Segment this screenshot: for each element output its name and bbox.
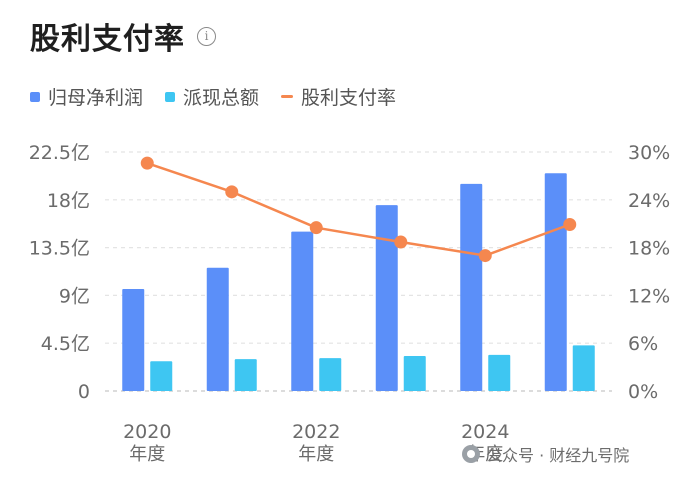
x-tick-label-unit: 年度 bbox=[129, 444, 165, 465]
y-tick-label-left: 18亿 bbox=[47, 190, 90, 212]
legend-line-swatch bbox=[281, 95, 294, 98]
point-payout-ratio bbox=[309, 221, 323, 235]
bar-net-profit bbox=[206, 267, 229, 391]
y-tick-label-right: 0% bbox=[628, 381, 658, 403]
y-tick-label-left: 9亿 bbox=[59, 285, 90, 307]
info-icon[interactable]: i bbox=[197, 26, 216, 46]
bar-dividend-total bbox=[572, 345, 595, 391]
point-payout-ratio bbox=[563, 217, 577, 231]
legend-label: 股利支付率 bbox=[301, 87, 397, 109]
y-tick-label-right: 6% bbox=[628, 333, 658, 355]
point-payout-ratio bbox=[140, 156, 154, 170]
point-payout-ratio bbox=[478, 249, 492, 263]
bar-net-profit bbox=[544, 173, 567, 391]
y-tick-label-left: 0 bbox=[78, 381, 90, 403]
y-tick-label-left: 13.5亿 bbox=[29, 238, 90, 260]
point-payout-ratio bbox=[394, 235, 408, 249]
bar-dividend-total bbox=[488, 354, 511, 391]
bar-dividend-total bbox=[234, 359, 257, 391]
x-tick-label-unit: 年度 bbox=[298, 444, 334, 465]
chart-header: 股利支付率 i bbox=[30, 14, 216, 58]
y-tick-label-right: 18% bbox=[628, 238, 670, 260]
chart-title: 股利支付率 bbox=[30, 22, 185, 57]
legend-item-net-profit[interactable]: 归母净利润 bbox=[30, 83, 143, 110]
line-payout-ratio bbox=[146, 161, 571, 257]
bar-dividend-total bbox=[319, 358, 342, 391]
legend-item-payout-ratio[interactable]: 股利支付率 bbox=[281, 83, 396, 110]
y-tick-label-right: 30% bbox=[628, 142, 670, 164]
bar-net-profit bbox=[122, 289, 145, 391]
legend-label: 归母净利润 bbox=[48, 87, 144, 109]
bar-net-profit bbox=[291, 231, 314, 391]
y-tick-label-left: 4.5亿 bbox=[41, 333, 90, 355]
watermark: 公众号 · 财经九号院 bbox=[462, 442, 629, 466]
chart-legend: 归母净利润 派现总额 股利支付率 bbox=[30, 83, 418, 110]
bar-net-profit bbox=[375, 205, 398, 391]
x-tick-label-year: 2022 bbox=[292, 421, 340, 443]
watermark-text: 公众号 · 财经九号院 bbox=[486, 446, 630, 465]
x-tick-label-year: 2024 bbox=[461, 421, 509, 443]
y-tick-label-left: 22.5亿 bbox=[29, 142, 90, 164]
y-tick-label-right: 12% bbox=[628, 285, 670, 307]
bar-dividend-total bbox=[150, 361, 173, 391]
legend-item-dividend-total[interactable]: 派现总额 bbox=[165, 83, 259, 110]
x-tick-label-year: 2020 bbox=[123, 421, 171, 443]
bar-dividend-total bbox=[403, 355, 426, 391]
bar-net-profit bbox=[460, 183, 483, 391]
legend-swatch bbox=[165, 91, 176, 102]
wechat-icon bbox=[462, 445, 480, 463]
legend-label: 派现总额 bbox=[183, 87, 260, 109]
point-payout-ratio bbox=[225, 185, 239, 199]
legend-swatch bbox=[30, 91, 40, 102]
y-tick-label-right: 24% bbox=[628, 190, 670, 212]
